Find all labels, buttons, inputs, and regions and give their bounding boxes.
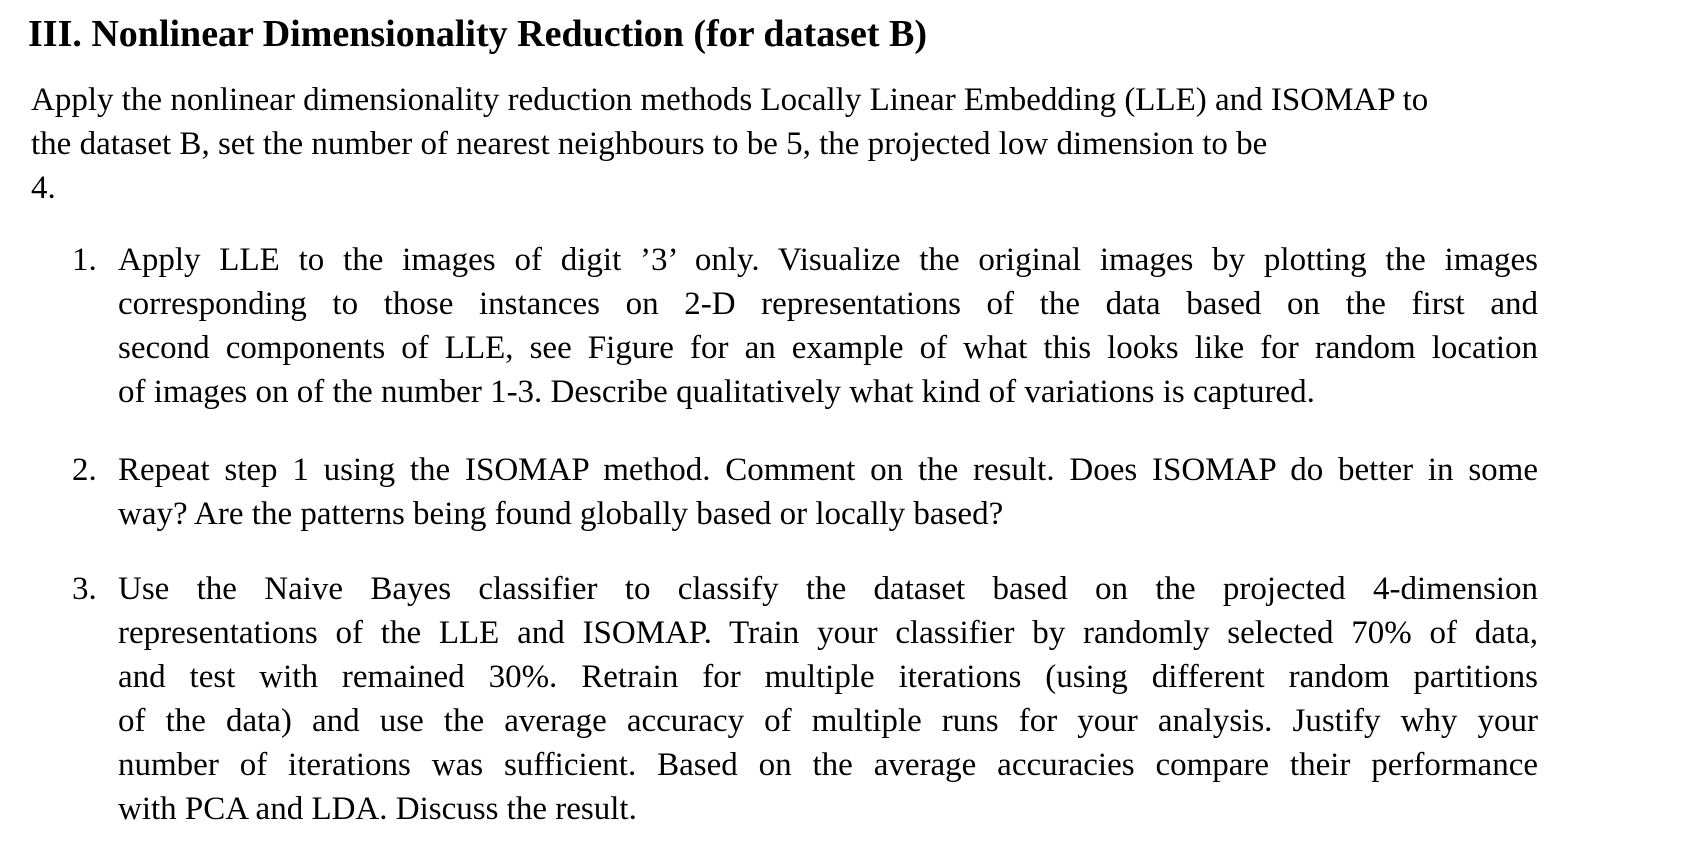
intro-line: Apply the nonlinear dimensionality reduc… [31, 82, 1429, 118]
task-number: 2. [72, 452, 97, 488]
task-line: and test with remained 30%. Retrain for … [118, 659, 1538, 695]
task-line: Use the Naive Bayes classifier to classi… [118, 571, 1538, 607]
task-line: of images on of the number 1-3. Describe… [118, 374, 1315, 410]
task-number: 1. [72, 242, 97, 278]
task-text: Apply LLE to the images of digit ’3’ onl… [118, 238, 1538, 414]
task-line: corresponding to those instances on 2-D … [118, 286, 1538, 322]
task-line: with PCA and LDA. Discuss the result. [118, 791, 637, 827]
task-line: of the data) and use the average accurac… [118, 703, 1538, 739]
task-line: Apply LLE to the images of digit ’3’ onl… [118, 242, 1538, 278]
intro-line: 4. [31, 170, 56, 206]
task-line: Repeat step 1 using the ISOMAP method. C… [118, 452, 1538, 488]
task-line: number of iterations was sufficient. Bas… [118, 747, 1538, 783]
task-text: Use the Naive Bayes classifier to classi… [118, 567, 1538, 831]
task-line: second components of LLE, see Figure for… [118, 330, 1538, 366]
task-number: 3. [72, 571, 97, 607]
intro-paragraph: Apply the nonlinear dimensionality reduc… [31, 78, 1631, 210]
task-text: Repeat step 1 using the ISOMAP method. C… [118, 448, 1538, 536]
task-line: way? Are the patterns being found global… [118, 496, 1004, 532]
task-line: representations of the LLE and ISOMAP. T… [118, 615, 1538, 651]
section-heading: III. Nonlinear Dimensionality Reduction … [28, 13, 928, 55]
intro-line: the dataset B, set the number of nearest… [31, 126, 1268, 162]
